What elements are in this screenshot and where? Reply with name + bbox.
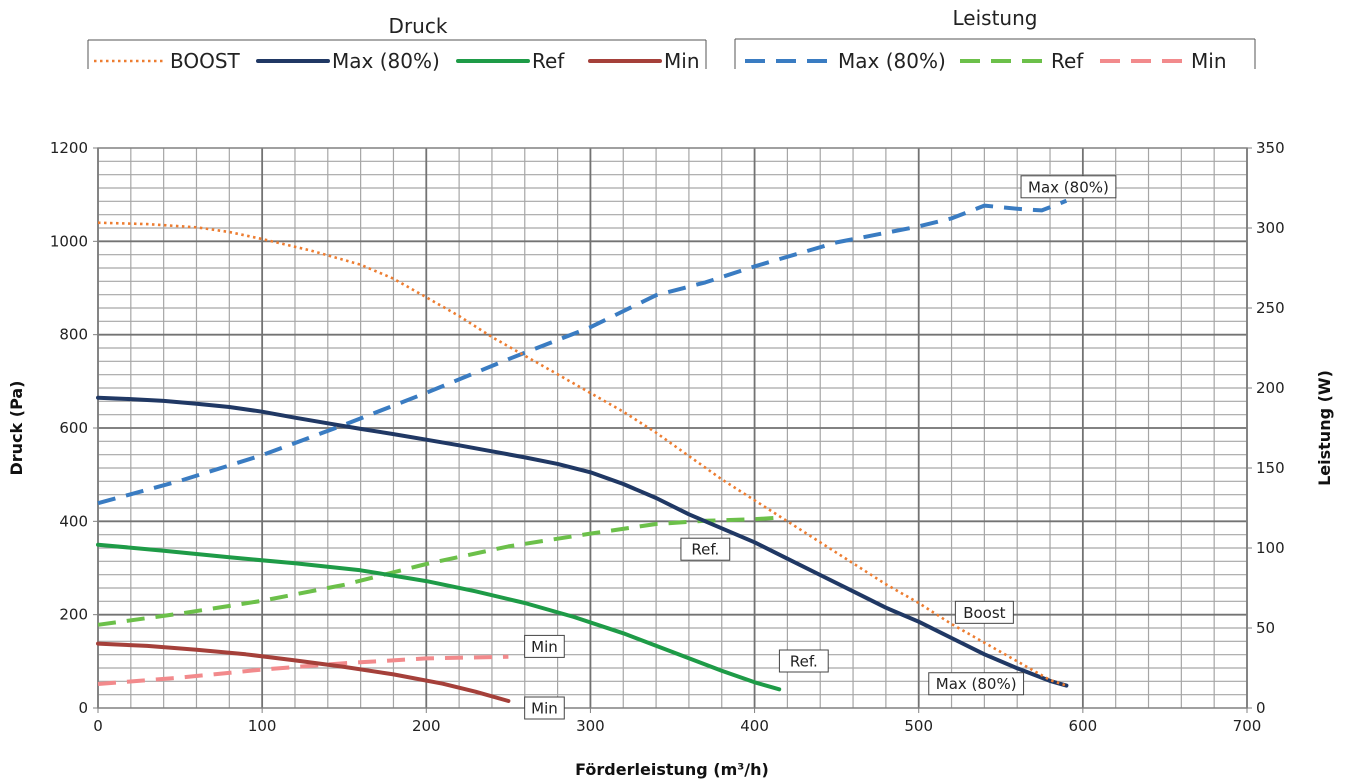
annotation-box — [778, 649, 829, 673]
x-tick-label: 500 — [904, 717, 933, 735]
x-tick-label: 400 — [740, 717, 769, 735]
annotation-layer: Max (80%) Ref. Min Ref. Min Boost Max (80%) — [524, 175, 1117, 720]
series-line-leistung-ref — [97, 515, 780, 627]
annotation-label: Min — [531, 700, 558, 718]
y-axis-right-label: Leistung (W) — [1315, 370, 1334, 486]
legend-item-leistung-ref: Ref — [960, 49, 1084, 73]
legend-item-druck-ref: Ref — [456, 49, 565, 73]
legend: Druck Leistung BOOST Max (80%) Ref Min Max (… — [87, 6, 1256, 73]
y-left-tick-label: 800 — [59, 326, 88, 344]
series-line-druck-boost — [97, 221, 1067, 687]
y-left-tick-label: 600 — [59, 419, 88, 437]
plot-area: Max (80%) Ref. Min Ref. Min Boost Max (80%) — [96, 147, 1248, 720]
annotation-box — [680, 537, 731, 561]
annotation-ref: Ref. — [778, 649, 829, 673]
series-line-druck-ref — [96, 542, 782, 692]
legend-label: Ref — [532, 49, 565, 73]
legend-item-leistung-max-80: Max (80%) — [745, 49, 946, 73]
y-right-tick-label: 250 — [1256, 299, 1285, 317]
series-line-druck-max-80 — [96, 395, 1069, 688]
y-right-tick-label: 200 — [1256, 379, 1285, 397]
y-right-tick-label: 0 — [1256, 699, 1266, 717]
y-right-tick-label: 50 — [1256, 619, 1275, 637]
x-tick-label: 200 — [412, 717, 441, 735]
legend-item-leistung-min: Min — [1100, 49, 1227, 73]
legend-label: Max (80%) — [332, 49, 440, 73]
legend-label: Max (80%) — [838, 49, 946, 73]
x-tick-label: 600 — [1069, 717, 1098, 735]
annotation-box — [928, 672, 1025, 696]
x-tick-label: 700 — [1233, 717, 1262, 735]
x-axis-ticks: 0 100 200 300 400 500 600 700 — [93, 708, 1261, 735]
legend-label: Ref — [1051, 49, 1084, 73]
annotation-label: Boost — [963, 604, 1005, 622]
x-tick-label: 300 — [576, 717, 605, 735]
y-right-tick-label: 350 — [1256, 139, 1285, 157]
x-tick-label: 0 — [93, 717, 103, 735]
y-right-tick-label: 100 — [1256, 539, 1285, 557]
y-right-tick-label: 150 — [1256, 459, 1285, 477]
annotation-label: Max (80%) — [1028, 178, 1109, 196]
series-line-leistung-max-80 — [97, 198, 1068, 506]
annotation-box — [1020, 175, 1117, 199]
legend-leistung-title: Leistung — [953, 6, 1038, 30]
x-axis-label: Förderleistung (m³/h) — [575, 760, 769, 779]
annotation-label: Min — [531, 638, 558, 656]
annotation-ref: Ref. — [680, 537, 731, 561]
grid-major — [97, 148, 1248, 708]
legend-label: Min — [1191, 49, 1227, 73]
legend-label: BOOST — [170, 49, 241, 73]
legend-leistung-bracket — [734, 38, 1256, 69]
annotation-min: Min — [524, 634, 565, 658]
legend-label: Min — [664, 49, 700, 73]
y-left-tick-label: 1200 — [50, 139, 88, 157]
series-layer — [96, 198, 1069, 703]
x-tick-label: 100 — [248, 717, 277, 735]
legend-item-druck-min: Min — [588, 49, 700, 73]
y-left-tick-label: 400 — [59, 512, 88, 530]
legend-druck-title: Druck — [389, 14, 448, 38]
series-line-druck-min — [96, 641, 511, 703]
annotation-label: Ref. — [691, 541, 719, 559]
annotation-max-80: Max (80%) — [928, 672, 1025, 696]
annotation-boost: Boost — [954, 600, 1014, 624]
legend-item-druck-max-80: Max (80%) — [256, 49, 440, 73]
series-line-leistung-min — [97, 654, 509, 686]
annotation-label: Max (80%) — [936, 675, 1017, 693]
annotation-label: Ref. — [790, 653, 818, 671]
y-right-tick-label: 300 — [1256, 219, 1285, 237]
annotation-box — [524, 634, 565, 658]
legend-druck-bracket — [87, 39, 707, 69]
annotation-max-80: Max (80%) — [1020, 175, 1117, 199]
legend-item-druck-boost: BOOST — [94, 49, 241, 73]
y-left-tick-label: 200 — [59, 606, 88, 624]
annotation-min: Min — [524, 696, 565, 720]
y-left-tick-label: 1000 — [50, 232, 88, 250]
annotation-box — [954, 600, 1014, 624]
y-axis-right-ticks: 0 50 100 150 200 250 300 350 — [1247, 139, 1285, 717]
annotation-box — [524, 696, 565, 720]
y-axis-left-ticks: 0 200 400 600 800 1000 1200 — [50, 139, 98, 717]
y-left-tick-label: 0 — [78, 699, 88, 717]
y-axis-left-label: Druck (Pa) — [7, 381, 26, 476]
